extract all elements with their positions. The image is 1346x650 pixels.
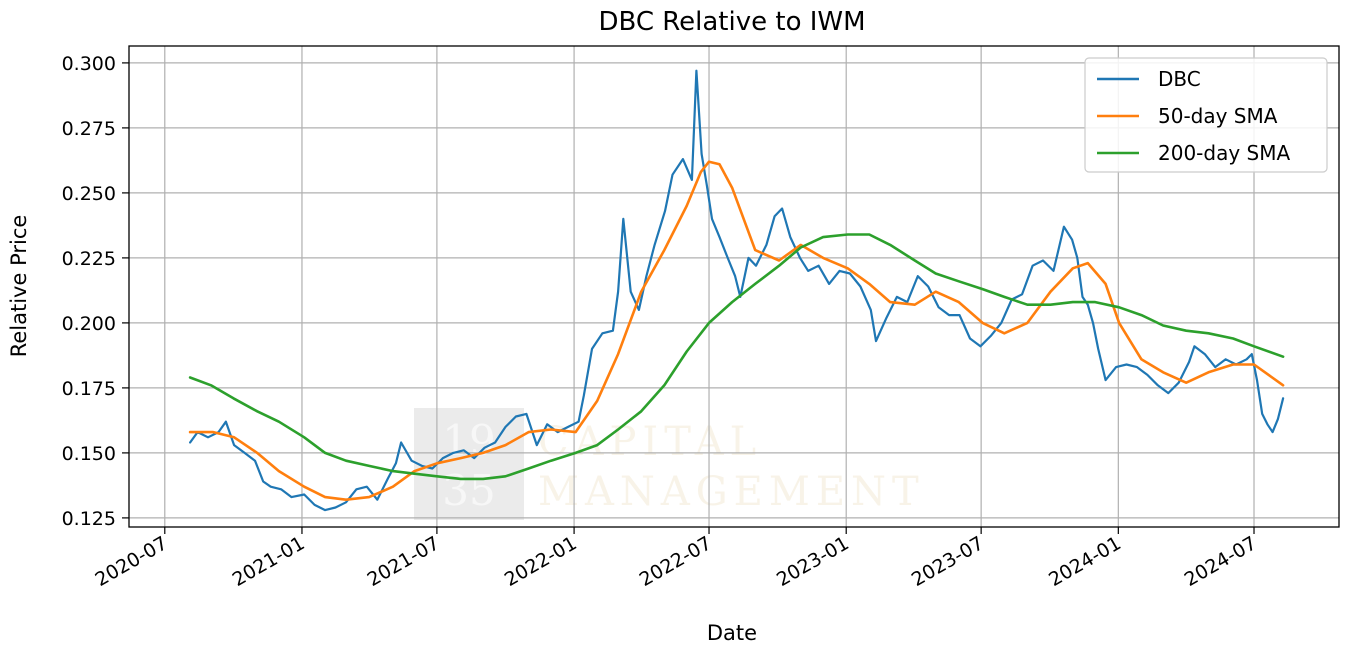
series-line-200-day-sma <box>188 233 1285 481</box>
y-axis-label: Relative Price <box>7 215 31 358</box>
y-tick-label: 0.175 <box>62 378 116 400</box>
x-tick-label: 2021-01 <box>229 532 309 591</box>
x-tick-label: 2022-01 <box>501 532 581 591</box>
y-tick-label: 0.150 <box>62 443 116 465</box>
x-tick-label: 2024-07 <box>1181 532 1261 591</box>
y-tick-label: 0.225 <box>62 248 116 270</box>
x-tick-label: 2021-07 <box>364 532 444 591</box>
y-tick-label: 0.300 <box>62 53 116 75</box>
y-tick-label: 0.200 <box>62 313 116 335</box>
watermark-logo-bottom: 35 <box>442 466 495 515</box>
x-tick-label: 2023-01 <box>773 532 853 591</box>
x-tick-label: 2022-07 <box>636 532 716 591</box>
x-axis-label: Date <box>707 621 757 645</box>
watermark: 19 35 CAPITAL MANAGEMENT <box>414 408 925 520</box>
legend-label: 50-day SMA <box>1158 104 1278 128</box>
legend-box <box>1084 57 1328 173</box>
x-tick-label: 2020-07 <box>92 532 172 591</box>
series-line-50-day-sma <box>188 160 1285 501</box>
y-tick-label: 0.250 <box>62 183 116 205</box>
x-tick-label: 2024-01 <box>1045 532 1125 591</box>
legend: DBC 50-day SMA 200-day SMA <box>1084 57 1328 173</box>
chart-title: DBC Relative to IWM <box>598 7 865 37</box>
y-tick-label: 0.125 <box>62 508 116 530</box>
series-layer <box>188 69 1285 512</box>
plot-frame <box>128 45 1340 528</box>
legend-label: 200-day SMA <box>1158 141 1290 165</box>
legend-label: DBC <box>1158 67 1201 91</box>
watermark-logo-top: 19 <box>442 416 495 465</box>
y-tick-label: 0.275 <box>62 118 116 140</box>
watermark-text-management: MANAGEMENT <box>538 469 925 515</box>
x-tick-label: 2023-07 <box>908 532 988 591</box>
